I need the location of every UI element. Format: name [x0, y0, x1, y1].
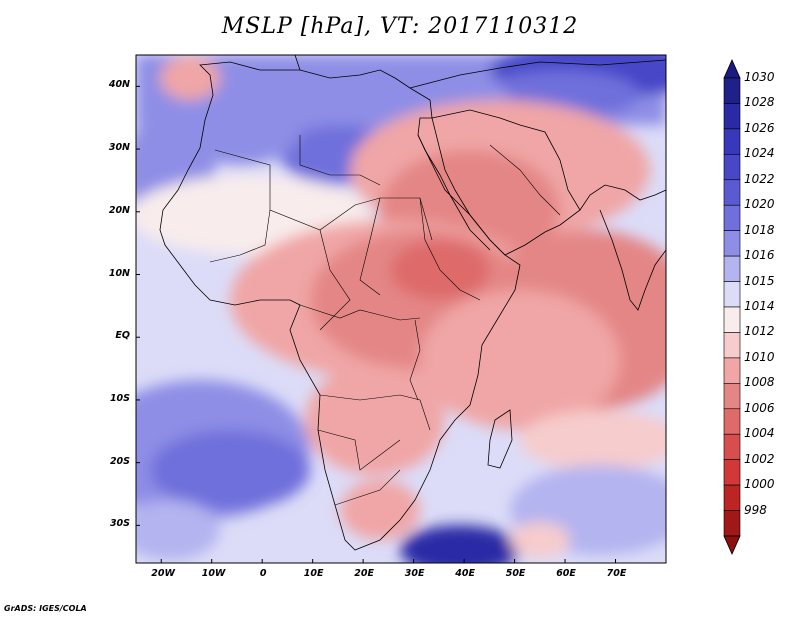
colorbar-swatch — [723, 103, 741, 130]
colorbar-label: 1024 — [744, 146, 775, 161]
lat-tick-label: 20N — [108, 204, 130, 216]
lat-tick-label: 30N — [108, 142, 130, 154]
lat-tick-label: 40N — [108, 79, 130, 91]
colorbar-label: 1030 — [744, 70, 775, 84]
lon-tick-label: 20E — [354, 568, 374, 579]
colorbar-label: 1018 — [744, 222, 775, 237]
lon-tick-label: 10W — [201, 568, 226, 579]
colorbar — [723, 59, 741, 555]
colorbar-swatch — [723, 154, 741, 181]
lon-tick-label: 10E — [303, 568, 324, 579]
colorbar-label: 1000 — [744, 477, 775, 492]
colorbar-label: 1028 — [744, 95, 775, 110]
colorbar-label: 1015 — [744, 273, 775, 288]
lon-tick-label: 40E — [455, 568, 475, 579]
colorbar-swatch — [723, 433, 741, 460]
lon-tick-label: 60E — [556, 568, 576, 579]
lon-tick-label: 30E — [404, 568, 425, 579]
colorbar-swatch — [723, 255, 741, 282]
colorbar-label: 1004 — [744, 426, 775, 441]
colorbar-swatch — [723, 510, 741, 537]
country-borders — [209, 135, 561, 506]
colorbar-label: 1014 — [744, 299, 775, 313]
colorbar-swatch — [723, 357, 741, 384]
lat-tick-label: 30S — [109, 518, 130, 530]
colorbar-swatch — [723, 484, 741, 511]
coastlines — [159, 55, 666, 551]
colorbar-swatch — [723, 281, 741, 308]
colorbar-swatch — [723, 204, 741, 231]
axis-ticks — [136, 85, 617, 563]
colorbar-swatch — [723, 383, 741, 410]
colorbar-swatch — [723, 306, 741, 333]
colorbar-label: 1010 — [744, 349, 775, 364]
grads-credit: GrADS: IGES/COLA — [4, 604, 87, 613]
colorbar-label: 1020 — [744, 197, 775, 212]
pressure-field — [136, 55, 666, 563]
lat-tick-label: EQ — [115, 330, 130, 342]
lon-tick-label: 0 — [259, 568, 267, 579]
colorbar-swatch — [723, 77, 741, 104]
lon-tick-label: 50E — [505, 568, 526, 579]
colorbar-label: 1008 — [744, 375, 775, 390]
lat-tick-label: 10N — [108, 267, 130, 279]
colorbar-swatch — [723, 128, 741, 155]
colorbar-swatch — [723, 230, 741, 257]
map-title: MSLP [hPa], VT: 2017110312 — [221, 14, 579, 39]
colorbar-label: 1006 — [744, 400, 775, 415]
colorbar-label: 1026 — [744, 120, 775, 135]
lon-tick-label: 20W — [151, 568, 175, 579]
colorbar-label: 1012 — [744, 324, 775, 339]
colorbar-top-arrow — [723, 59, 741, 79]
colorbar-label: 1022 — [744, 171, 775, 186]
colorbar-label: 998 — [744, 502, 767, 517]
colorbar-bottom-arrow — [723, 535, 741, 555]
lat-tick-label: 20S — [109, 455, 130, 467]
map-frame — [135, 54, 667, 564]
colorbar-swatch — [723, 179, 741, 206]
colorbar-swatch — [723, 459, 741, 486]
lat-tick-label: 10S — [109, 392, 130, 404]
colorbar-swatch — [723, 408, 741, 435]
colorbar-label: 1002 — [744, 451, 775, 466]
colorbar-swatch — [723, 332, 741, 359]
colorbar-label: 1016 — [744, 248, 775, 263]
lon-tick-label: 70E — [606, 568, 627, 579]
